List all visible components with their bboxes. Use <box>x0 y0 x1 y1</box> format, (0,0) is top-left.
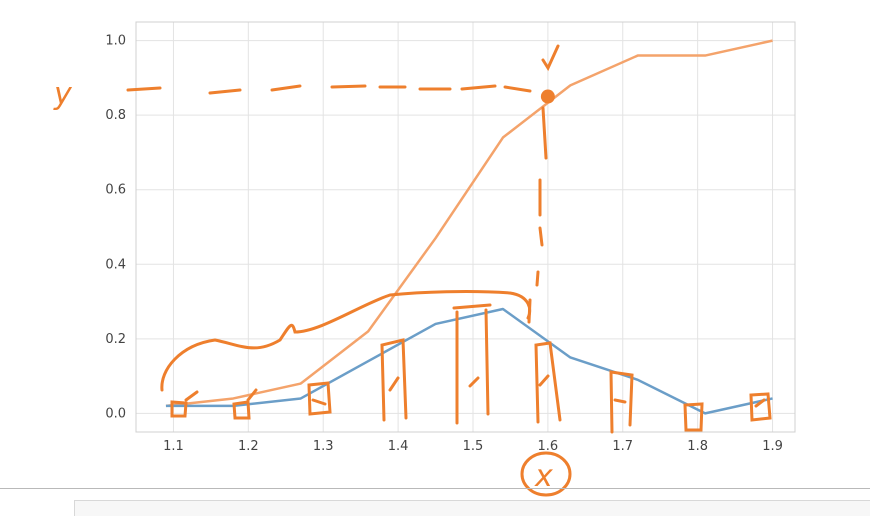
divider <box>0 488 870 489</box>
tick-mark-top <box>541 44 560 72</box>
x-label-circle <box>520 451 572 497</box>
y-tick-label: 0.2 <box>105 332 126 347</box>
x-tick-label: 1.9 <box>762 439 783 454</box>
x-tick-label: 1.7 <box>612 439 633 454</box>
highlight-point <box>540 89 555 104</box>
x-annotation-label: x <box>534 459 553 494</box>
grid-layer <box>136 22 795 432</box>
x-axis-ticks: 1.1 1.2 1.3 1.4 1.5 1.6 1.7 1.8 1.9 <box>163 439 783 454</box>
series-line-2 <box>165 307 773 415</box>
y-tick-label: 0.0 <box>105 406 126 421</box>
bin-bar-4 <box>380 338 408 422</box>
bin-bar-8 <box>683 402 704 432</box>
y-annotation-label: y <box>53 77 73 112</box>
x-tick-label: 1.5 <box>463 439 484 454</box>
plot-frame <box>135 21 796 433</box>
bottom-panel <box>74 500 870 516</box>
bin-bar-2 <box>232 388 258 420</box>
x-tick-label: 1.1 <box>163 439 184 454</box>
series-line-1 <box>165 39 773 408</box>
y-tick-label: 0.6 <box>105 183 126 198</box>
x-tick-label: 1.6 <box>538 439 559 454</box>
hand-drawn-curve <box>160 290 532 392</box>
y-dashed-guide <box>126 84 532 95</box>
y-tick-label: 0.4 <box>105 257 126 272</box>
bin-bar-1 <box>170 390 199 418</box>
x-tick-label: 1.8 <box>687 439 708 454</box>
x-tick-label: 1.2 <box>238 439 259 454</box>
bin-bar-7 <box>609 370 634 434</box>
x-tick-label: 1.3 <box>313 439 334 454</box>
y-tick-label: 1.0 <box>105 34 126 49</box>
x-dashed-guide <box>527 106 548 324</box>
series-layer <box>165 39 773 415</box>
x-tick-label: 1.4 <box>388 439 409 454</box>
y-axis-ticks: 0.0 0.2 0.4 0.6 0.8 1.0 <box>105 34 126 422</box>
bin-bar-5 <box>452 303 492 425</box>
y-tick-label: 0.8 <box>105 108 126 123</box>
bin-bar-6 <box>534 341 562 424</box>
annotation-layer: y x <box>53 44 772 497</box>
bin-bar-3 <box>307 381 332 416</box>
bin-bar-9 <box>749 392 772 422</box>
